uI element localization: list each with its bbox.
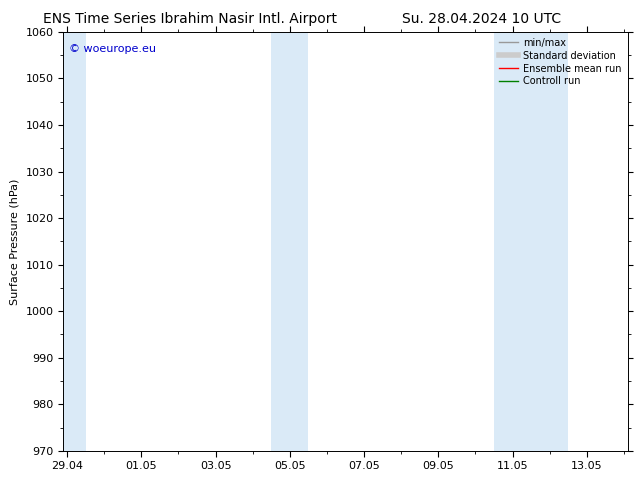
Bar [494, 32, 531, 451]
Bar [63, 32, 86, 451]
Y-axis label: Surface Pressure (hPa): Surface Pressure (hPa) [10, 178, 20, 304]
Legend: min/max, Standard deviation, Ensemble mean run, Controll run: min/max, Standard deviation, Ensemble me… [495, 34, 626, 90]
Text: ENS Time Series Ibrahim Nasir Intl. Airport: ENS Time Series Ibrahim Nasir Intl. Airp… [43, 12, 337, 26]
Bar [271, 32, 308, 451]
Text: © woeurope.eu: © woeurope.eu [69, 45, 156, 54]
Text: Su. 28.04.2024 10 UTC: Su. 28.04.2024 10 UTC [403, 12, 561, 26]
Bar [531, 32, 568, 451]
